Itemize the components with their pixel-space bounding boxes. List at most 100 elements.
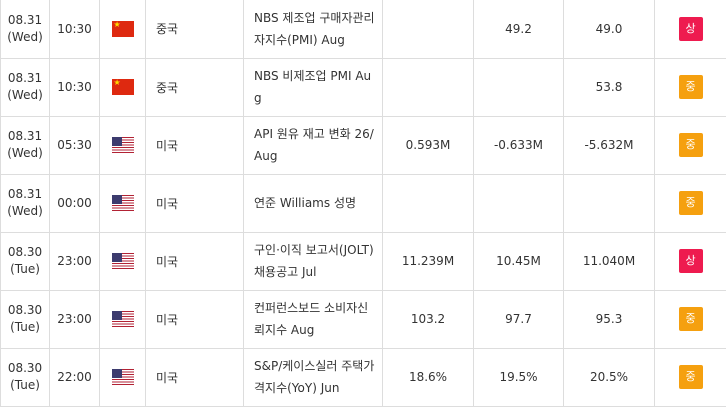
- actual-cell: 0.593M: [383, 116, 474, 174]
- importance-badge: 중: [679, 75, 703, 99]
- country-cell: 미국: [146, 116, 244, 174]
- event-day: (Wed): [7, 88, 43, 102]
- forecast-cell: -0.633M: [474, 116, 564, 174]
- forecast-cell: 19.5%: [474, 348, 564, 406]
- actual-cell: 18.6%: [383, 348, 474, 406]
- previous-value: 20.5%: [590, 370, 628, 384]
- date-cell: 08.30 (Tue): [1, 290, 50, 348]
- event-row[interactable]: 08.31(Wed)10:30 ★ 중국 NBS 제조업 구매자관리자지수(PMI) …: [1, 0, 726, 58]
- event-day: (Wed): [7, 146, 43, 160]
- time-cell: 00:00: [50, 174, 100, 232]
- event-time: 23:00: [57, 312, 92, 326]
- country-name: 미국: [156, 197, 178, 211]
- event-day: (Tue): [10, 320, 40, 334]
- date-cell: 08.31 (Wed): [1, 116, 50, 174]
- china-flag-icon: ★: [112, 79, 134, 95]
- china-flag-icon: ★: [112, 21, 134, 37]
- actual-value: 11.239M: [402, 254, 454, 268]
- event-row[interactable]: 08.31(Wed)00:00 미국 연준 Williams 성명 중: [1, 174, 726, 232]
- date-cell: 08.30(Tue): [1, 348, 50, 406]
- flag-cell: ★: [100, 58, 146, 116]
- time-cell: 10:30: [50, 0, 100, 58]
- forecast-value: 97.7: [505, 312, 532, 326]
- actual-cell: 103.2: [383, 290, 474, 348]
- event-date: 08.31: [8, 13, 42, 27]
- flag-cell: ★: [100, 0, 146, 58]
- previous-cell: 49.0: [564, 0, 655, 58]
- importance-cell: 중: [655, 174, 726, 232]
- date-cell: 08.31(Wed): [1, 58, 50, 116]
- event-cell[interactable]: NBS 제조업 구매자관리자지수(PMI) Aug: [244, 0, 383, 58]
- actual-cell: [383, 0, 474, 58]
- forecast-value: 19.5%: [499, 370, 537, 384]
- usa-flag-icon: [112, 369, 134, 385]
- event-time: 10:30: [57, 80, 92, 94]
- event-cell[interactable]: 연준 Williams 성명: [244, 174, 383, 232]
- forecast-cell: [474, 58, 564, 116]
- event-cell[interactable]: API 원유 재고 변화 26/Aug: [244, 116, 383, 174]
- importance-cell: 중: [655, 116, 726, 174]
- country-name: 미국: [156, 255, 178, 269]
- previous-value: 49.0: [596, 22, 623, 36]
- time-cell: 23:00: [50, 290, 100, 348]
- event-name[interactable]: S&P/케이스실러 주택가격지수(YoY) Jun: [254, 359, 374, 395]
- previous-cell: 20.5%: [564, 348, 655, 406]
- usa-flag-icon: [112, 311, 134, 327]
- importance-badge: 상: [679, 249, 703, 273]
- event-row[interactable]: 08.30(Tue) 22:00 미국 S&P/케이스실러 주택가격지수(YoY) J…: [1, 348, 726, 406]
- usa-flag-icon: [112, 195, 134, 211]
- forecast-cell: [474, 174, 564, 232]
- forecast-value: 10.45M: [496, 254, 541, 268]
- importance-cell: 중: [655, 348, 726, 406]
- event-time: 22:00: [57, 370, 92, 384]
- time-cell: 05:30: [50, 116, 100, 174]
- previous-value: -5.632M: [584, 138, 633, 152]
- actual-cell: [383, 58, 474, 116]
- event-date: 08.30: [8, 303, 42, 317]
- previous-value: 95.3: [596, 312, 623, 326]
- event-time: 05:30: [57, 138, 92, 152]
- importance-cell: 중: [655, 58, 726, 116]
- usa-flag-icon: [112, 137, 134, 153]
- flag-cell: [100, 116, 146, 174]
- event-name[interactable]: NBS 제조업 구매자관리자지수(PMI) Aug: [254, 11, 375, 47]
- previous-value: 11.040M: [583, 254, 635, 268]
- country-cell: 중국: [146, 0, 244, 58]
- forecast-value: 49.2: [505, 22, 532, 36]
- date-cell: 08.31(Wed): [1, 0, 50, 58]
- importance-badge: 중: [679, 133, 703, 157]
- event-name[interactable]: 구인·이직 보고서(JOLT) 채용공고 Jul: [254, 243, 374, 279]
- date-cell: 08.30(Tue): [1, 232, 50, 290]
- event-date: 08.30: [8, 361, 42, 375]
- event-cell[interactable]: S&P/케이스실러 주택가격지수(YoY) Jun: [244, 348, 383, 406]
- importance-badge: 중: [679, 191, 703, 215]
- time-cell: 10:30: [50, 58, 100, 116]
- event-date: 08.31: [8, 129, 42, 143]
- event-day: (Wed): [7, 204, 43, 218]
- event-name[interactable]: 컨퍼런스보드 소비자신뢰지수 Aug: [254, 301, 368, 337]
- actual-value: 18.6%: [409, 370, 447, 384]
- previous-cell: 11.040M: [564, 232, 655, 290]
- actual-cell: [383, 174, 474, 232]
- event-name[interactable]: NBS 비제조업 PMI Aug: [254, 69, 371, 105]
- importance-badge: 상: [679, 17, 703, 41]
- event-cell[interactable]: 컨퍼런스보드 소비자신뢰지수 Aug: [244, 290, 383, 348]
- usa-flag-icon: [112, 253, 134, 269]
- country-name: 미국: [156, 371, 178, 385]
- previous-value: 53.8: [596, 80, 623, 94]
- actual-cell: 11.239M: [383, 232, 474, 290]
- event-name[interactable]: 연준 Williams 성명: [254, 196, 356, 210]
- forecast-value: -0.633M: [494, 138, 543, 152]
- event-cell[interactable]: 구인·이직 보고서(JOLT) 채용공고 Jul: [244, 232, 383, 290]
- country-cell: 중국: [146, 58, 244, 116]
- country-cell: 미국: [146, 174, 244, 232]
- event-name[interactable]: API 원유 재고 변화 26/Aug: [254, 127, 374, 163]
- event-row[interactable]: 08.31(Wed) 10:30 ★ 중국 NBS 비제조업 PMI Aug 53.8 중: [1, 58, 726, 116]
- previous-cell: [564, 174, 655, 232]
- event-cell[interactable]: NBS 비제조업 PMI Aug: [244, 58, 383, 116]
- time-cell: 22:00: [50, 348, 100, 406]
- date-cell: 08.31(Wed): [1, 174, 50, 232]
